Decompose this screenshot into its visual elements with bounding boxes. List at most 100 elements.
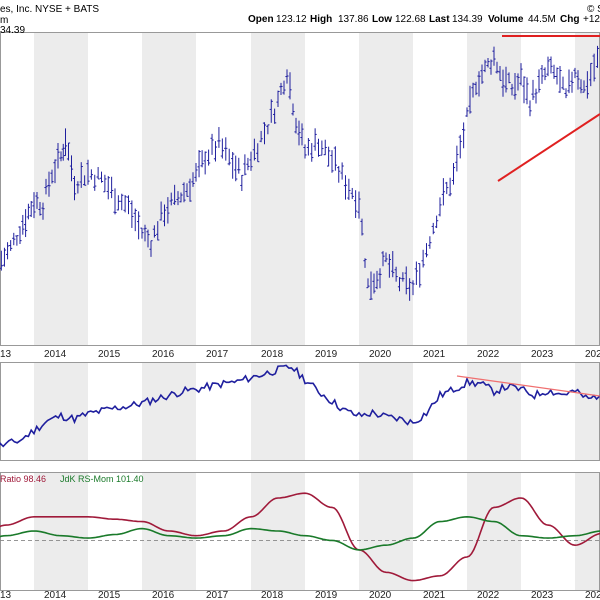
ohlc-bar bbox=[266, 124, 270, 135]
ohlc-bar bbox=[411, 280, 415, 296]
ohlc-bar bbox=[217, 127, 221, 148]
ohlc-bar bbox=[378, 268, 382, 289]
ohlc-bar bbox=[573, 67, 577, 79]
ohlc-bar bbox=[231, 152, 235, 179]
ohlc-bar bbox=[103, 174, 107, 193]
ohlc-bar bbox=[310, 143, 314, 162]
ohlc-bar bbox=[291, 103, 295, 116]
ohlc-bar bbox=[347, 178, 351, 200]
ohlc-bar bbox=[510, 83, 514, 96]
ohlc-bar bbox=[32, 192, 36, 219]
ohlc-bar bbox=[126, 195, 131, 215]
ohlc-bar bbox=[333, 146, 337, 171]
ohlc-bar bbox=[110, 176, 114, 199]
ohlc-bar bbox=[522, 76, 526, 104]
ohlc-bar bbox=[534, 88, 538, 104]
ohlc-bar bbox=[197, 150, 201, 178]
ohlc-bar bbox=[41, 202, 45, 220]
osc-axis-tick-label: 2022 bbox=[477, 590, 500, 600]
ohlc-bar bbox=[300, 123, 304, 146]
ohlc-bar bbox=[44, 178, 48, 195]
ohlc-bar bbox=[162, 204, 167, 227]
ohlc-bar bbox=[418, 263, 422, 288]
ohlc-bar bbox=[465, 107, 469, 117]
ohlc-bar bbox=[477, 71, 481, 97]
ohlc-bar bbox=[360, 218, 364, 236]
ohlc-bar bbox=[468, 85, 472, 114]
ohlc-bar bbox=[203, 151, 207, 175]
ohlc-bar bbox=[72, 175, 77, 201]
oscillator-panel bbox=[0, 492, 600, 582]
chg-label: Chg bbox=[560, 14, 579, 25]
legend-ratio: Ratio 98.46 bbox=[0, 474, 46, 484]
ohlc-bar bbox=[173, 184, 177, 205]
ohlc-bar bbox=[543, 67, 547, 81]
osc-axis-tick-label: 2016 bbox=[152, 590, 175, 600]
ohlc-bar bbox=[15, 235, 19, 246]
ohlc-bar bbox=[207, 149, 211, 166]
last-value: 134.39 bbox=[452, 14, 483, 25]
ohlc-bar bbox=[489, 59, 493, 75]
ohlc-bar bbox=[387, 254, 391, 278]
volume-value: 44.5M bbox=[528, 14, 556, 25]
ohlc-bar bbox=[220, 138, 224, 159]
high-label: High bbox=[310, 14, 332, 25]
ohlc-bar bbox=[156, 221, 160, 241]
ohlc-bar bbox=[188, 178, 192, 202]
ohlc-bar bbox=[50, 169, 54, 184]
osc-axis-tick-label: 2017 bbox=[206, 590, 229, 600]
osc-axis-tick-label: 2023 bbox=[531, 590, 554, 600]
ohlc-bar bbox=[516, 73, 520, 91]
ohlc-bar bbox=[320, 140, 324, 156]
ohlc-bar bbox=[166, 197, 170, 224]
year-band bbox=[142, 32, 196, 345]
ohlc-bar bbox=[555, 67, 559, 85]
rs-ratio-line bbox=[0, 492, 600, 582]
year-band bbox=[34, 32, 88, 345]
ohlc-bar bbox=[540, 64, 544, 84]
year-band bbox=[34, 362, 88, 460]
ohlc-bar bbox=[327, 146, 331, 167]
ohlc-bar bbox=[53, 159, 57, 184]
price-axis-tick-label: 2016 bbox=[152, 349, 175, 360]
ohlc-bar bbox=[133, 208, 137, 232]
ohlc-bar bbox=[492, 46, 496, 66]
ohlc-bar bbox=[191, 172, 195, 187]
ohlc-bar bbox=[149, 240, 153, 257]
ohlc-bar bbox=[375, 270, 379, 290]
ohlc-bar bbox=[421, 249, 425, 268]
ohlc-bar bbox=[140, 227, 144, 239]
ohlc-bar bbox=[9, 240, 13, 251]
ohlc-bar bbox=[262, 122, 267, 145]
ohlc-bar bbox=[357, 191, 361, 219]
osc-axis-tick-label: 2024 bbox=[585, 590, 600, 600]
year-band bbox=[34, 472, 88, 590]
ohlc-bar bbox=[182, 182, 186, 203]
ohlc-bar bbox=[354, 190, 358, 218]
ohlc-bar bbox=[18, 226, 22, 244]
ohlc-bar bbox=[366, 278, 370, 289]
ohlc-bar bbox=[507, 72, 511, 84]
ohlc-bar bbox=[445, 181, 449, 195]
ohlc-bar bbox=[585, 71, 589, 99]
price-tag-text: 34.39 bbox=[0, 25, 25, 36]
ohlc-bar bbox=[252, 138, 256, 161]
ohlc-bar bbox=[462, 122, 466, 149]
price-axis-tick-label: 2022 bbox=[477, 349, 500, 360]
ohlc-bar bbox=[330, 150, 334, 173]
ohlc-bar bbox=[552, 64, 556, 79]
year-band bbox=[359, 362, 413, 460]
osc-axis-tick-label: 2014 bbox=[44, 590, 67, 600]
ohlc-bar bbox=[480, 64, 484, 84]
ohlc-bar bbox=[428, 236, 432, 249]
ohlc-bar bbox=[159, 201, 163, 221]
ohlc-bar bbox=[194, 163, 198, 182]
ohlc-bar bbox=[498, 66, 502, 81]
ohlc-bar bbox=[169, 192, 173, 206]
ohlc-bar bbox=[495, 61, 499, 74]
year-band bbox=[251, 32, 305, 345]
ohlc-bar bbox=[431, 222, 435, 235]
ohlc-bar bbox=[24, 209, 28, 238]
ohlc-bar bbox=[589, 62, 593, 87]
ohlc-bar bbox=[21, 214, 25, 235]
